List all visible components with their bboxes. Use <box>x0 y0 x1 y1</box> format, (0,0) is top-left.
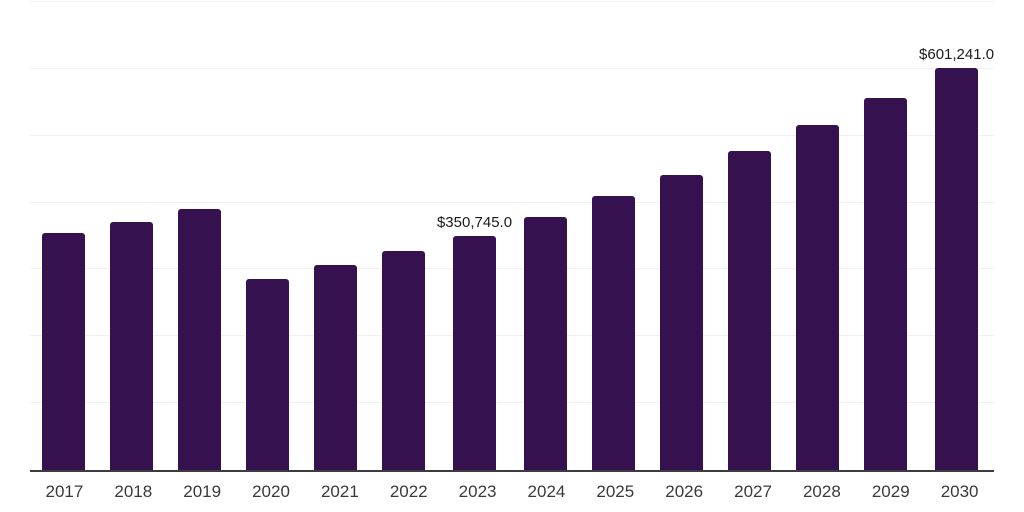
bar-slot-2022 <box>369 0 437 470</box>
bar-2025 <box>592 196 636 470</box>
x-tick-2018: 2018 <box>114 482 153 501</box>
x-tick-2026: 2026 <box>665 482 704 501</box>
bar-slot-2017 <box>30 0 98 470</box>
bar-slot-2027 <box>716 0 784 470</box>
bar-slot-2020 <box>233 0 301 470</box>
bar-slot-2021 <box>301 0 369 470</box>
gridline-400000 <box>30 201 994 203</box>
gridline-600000 <box>30 67 994 69</box>
bar-slot-2028 <box>783 0 851 470</box>
x-tick-2024: 2024 <box>527 482 566 501</box>
bar-2028 <box>795 125 839 470</box>
bar-slot-2030: $601,241.0 <box>919 0 994 470</box>
gridline-500000 <box>30 134 994 136</box>
x-tick-2027: 2027 <box>734 482 772 501</box>
bar-slot-2029 <box>851 0 919 470</box>
x-tick-2021: 2021 <box>320 482 359 501</box>
bar-2024 <box>524 217 568 470</box>
x-tick-2025: 2025 <box>596 482 635 501</box>
bar-2030 <box>935 68 979 470</box>
x-tick-2030: 2030 <box>940 482 979 501</box>
bar-2020 <box>245 279 289 470</box>
bar-2018 <box>110 222 154 470</box>
x-tick-2022: 2022 <box>389 482 428 501</box>
plot-area: $350,745.0 $601,241.0 <box>30 0 994 472</box>
bar-slot-2018 <box>98 0 166 470</box>
x-tick-2023: 2023 <box>458 482 497 501</box>
bar-slot-2026 <box>648 0 716 470</box>
bar-value-label-2030: $601,241.0 <box>919 46 995 63</box>
gridline-300000 <box>30 268 994 270</box>
bars-row: $350,745.0 $601,241.0 <box>30 0 994 470</box>
bar-slot-2023: $350,745.0 <box>437 0 512 470</box>
x-axis-labels: 2017 2018 2019 2020 2021 2022 2023 2024 2025 2026… <box>30 482 994 502</box>
bar-2021 <box>313 265 357 470</box>
bar-2022 <box>381 251 425 470</box>
x-tick-2017: 2017 <box>45 482 84 501</box>
x-tick-2029: 2029 <box>871 482 910 501</box>
bar-2027 <box>727 151 771 470</box>
x-tick-2019: 2019 <box>183 482 222 501</box>
bar-2017 <box>42 233 86 470</box>
x-tick-2028: 2028 <box>802 482 841 501</box>
gridline-200000 <box>30 335 994 337</box>
bar-2029 <box>863 98 907 470</box>
bar-slot-2024 <box>512 0 580 470</box>
x-tick-2020: 2020 <box>252 482 290 501</box>
gridline-700000 <box>30 1 994 2</box>
bar-slot-2025 <box>580 0 648 470</box>
bar-2026 <box>660 175 704 470</box>
bar-slot-2019 <box>166 0 234 470</box>
bar-2023 <box>453 236 496 470</box>
bar-2019 <box>178 209 222 470</box>
bar-value-label-2023: $350,745.0 <box>436 214 513 231</box>
gridline-100000 <box>30 402 994 404</box>
